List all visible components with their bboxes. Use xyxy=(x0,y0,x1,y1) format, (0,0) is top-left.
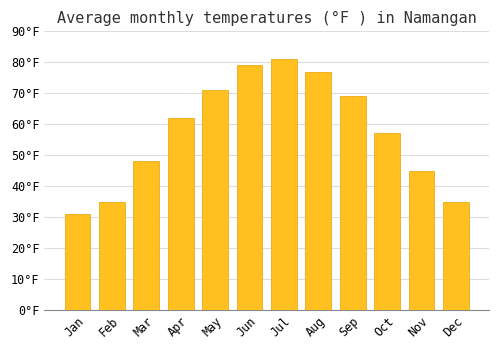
Bar xyxy=(168,118,194,310)
Bar xyxy=(271,59,297,310)
Title: Average monthly temperatures (°F ) in Namangan: Average monthly temperatures (°F ) in Na… xyxy=(57,11,476,26)
Bar xyxy=(134,161,159,310)
Bar xyxy=(64,214,90,310)
Bar xyxy=(443,202,468,310)
Bar xyxy=(340,96,365,310)
Bar xyxy=(99,202,125,310)
Bar xyxy=(408,170,434,310)
Bar xyxy=(202,90,228,310)
Bar xyxy=(236,65,262,310)
Bar xyxy=(374,133,400,310)
Bar xyxy=(306,72,331,310)
